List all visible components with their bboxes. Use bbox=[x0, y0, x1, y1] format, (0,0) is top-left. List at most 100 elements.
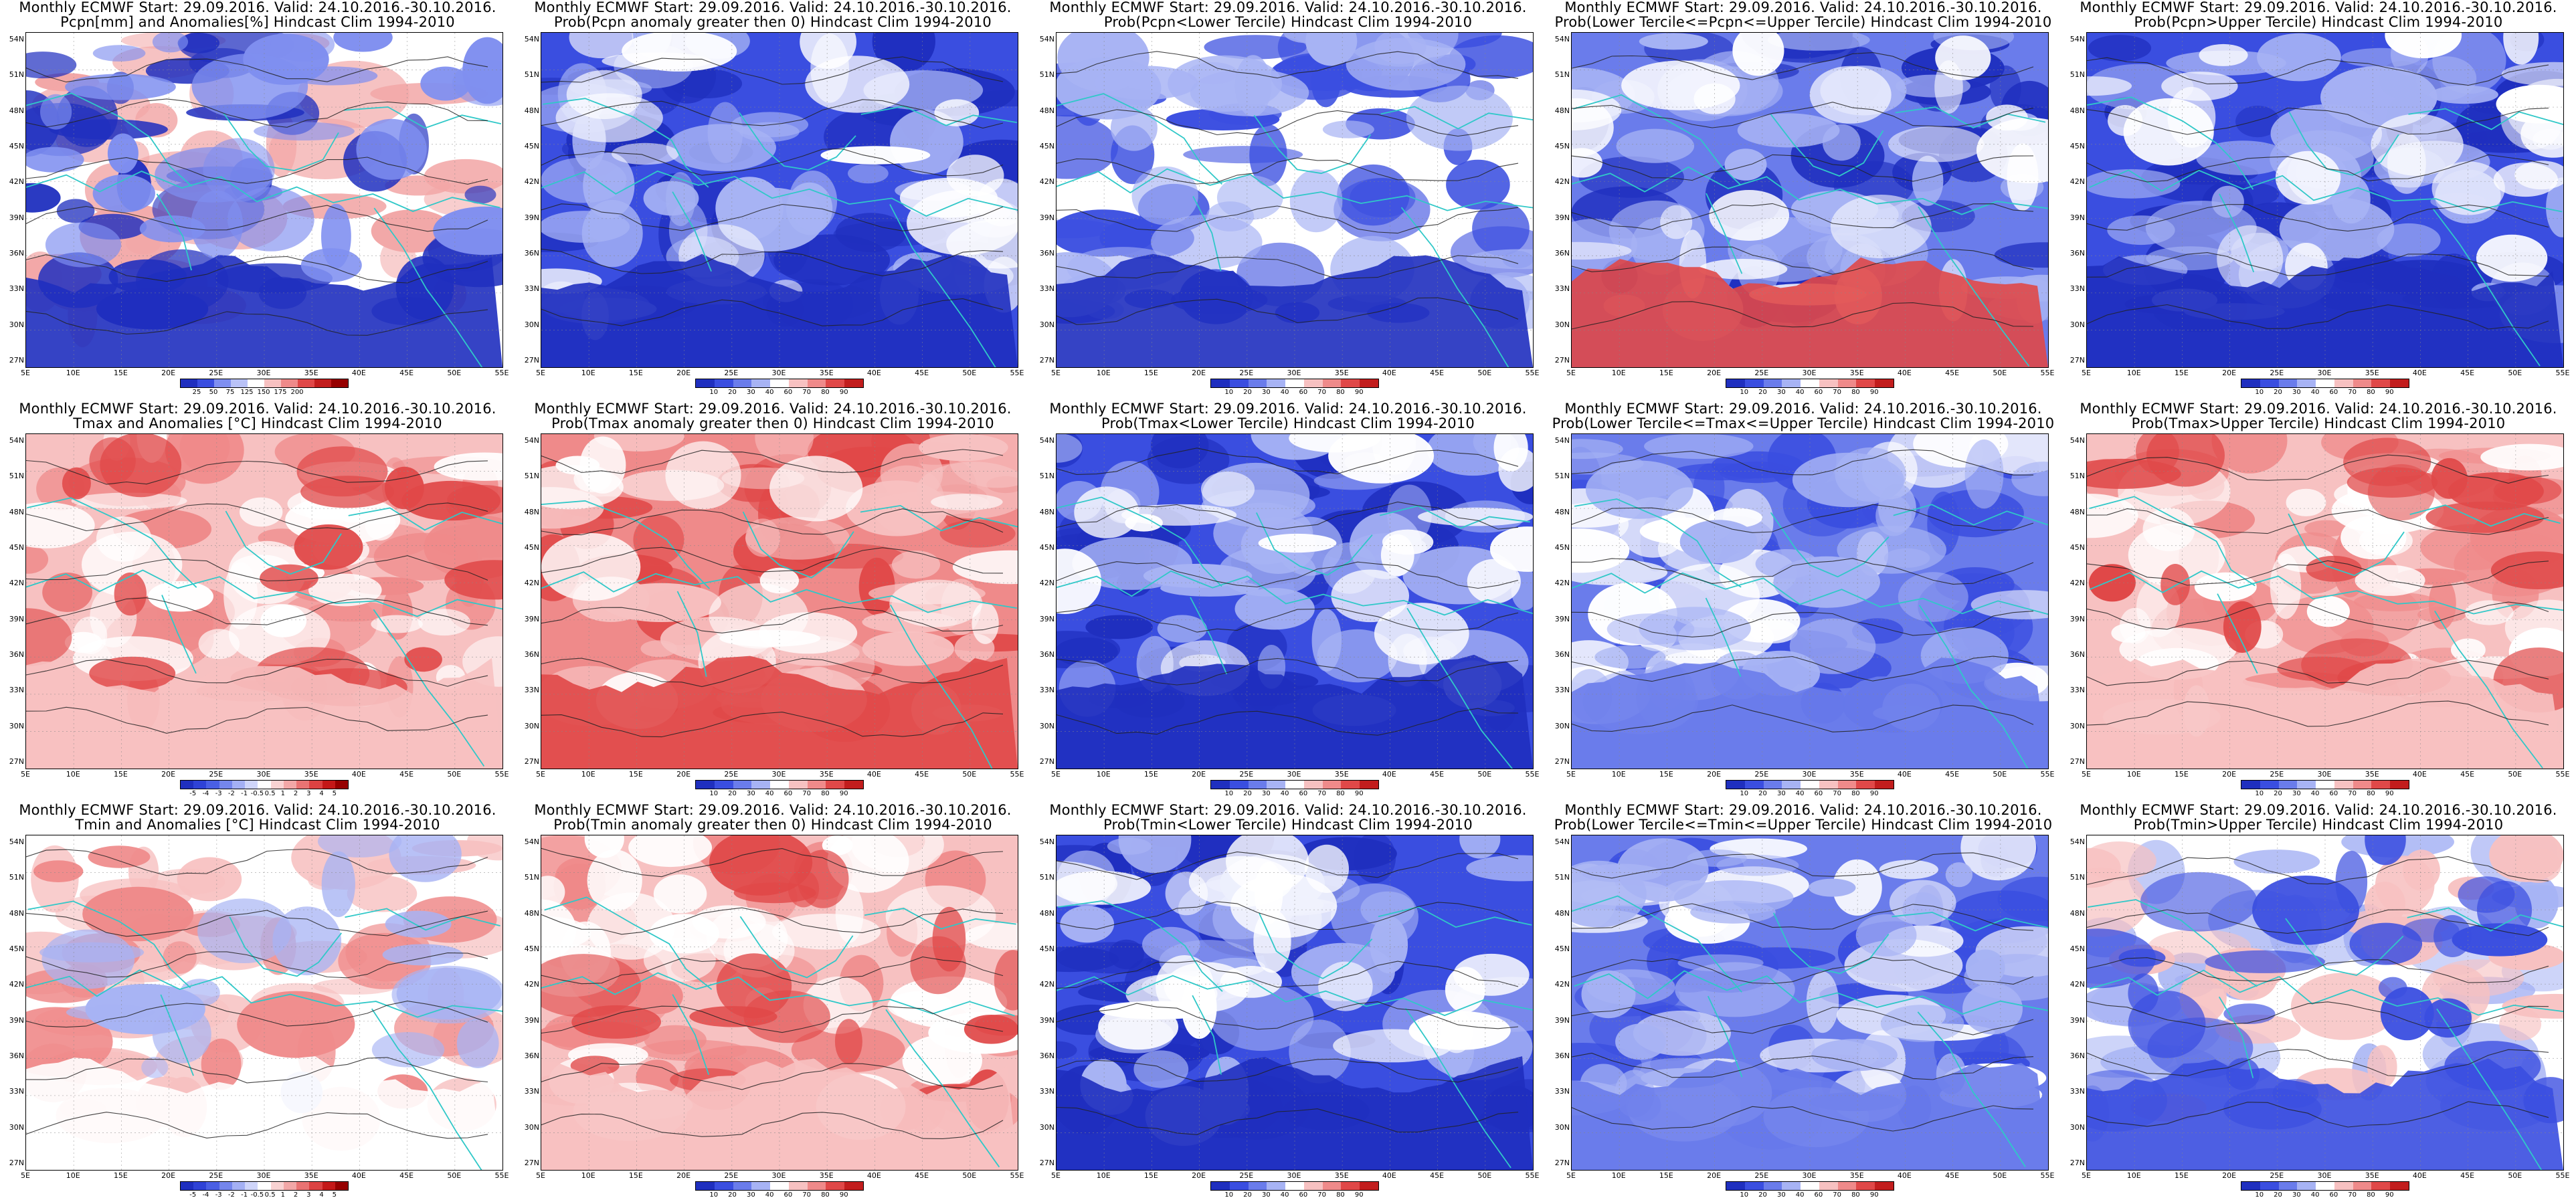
field-blob bbox=[939, 519, 1016, 548]
field-blob bbox=[1374, 33, 1427, 64]
field-blob bbox=[1578, 156, 1684, 198]
longitude-label: 5E bbox=[2082, 1171, 2091, 1180]
longitude-label: 55E bbox=[494, 369, 509, 377]
contour-line bbox=[541, 847, 1004, 878]
latitude-label: 51N bbox=[2069, 472, 2085, 481]
field-blob bbox=[541, 954, 641, 1017]
field-blob bbox=[26, 608, 72, 667]
contour-line bbox=[26, 910, 488, 937]
colorbar-swatch bbox=[1267, 1182, 1286, 1190]
coastline bbox=[1192, 995, 1222, 1075]
latitude-label: 36N bbox=[9, 650, 24, 659]
contour-line bbox=[1056, 109, 1519, 137]
contour-line bbox=[1056, 157, 1519, 185]
colorbar-tick-label: 40 bbox=[765, 1191, 774, 1199]
map-plot bbox=[1571, 835, 2049, 1171]
colorbar-tick-label: 90 bbox=[2385, 1191, 2394, 1199]
longitude-label: 55E bbox=[2040, 770, 2055, 779]
longitude-label: 20E bbox=[1707, 369, 1722, 377]
coastline bbox=[1192, 196, 1222, 272]
colorbar-swatch bbox=[1360, 781, 1379, 789]
colorbar-tick-label: 40 bbox=[1795, 1191, 1805, 1199]
colorbar-tick-label: 90 bbox=[839, 790, 848, 797]
colorbar-ticks: 10 20 30 40 60 70 80 90 bbox=[1726, 1192, 1893, 1200]
field-blob bbox=[2275, 150, 2341, 205]
field-blob bbox=[1594, 645, 1666, 669]
field-blob bbox=[910, 936, 966, 995]
colorbar-ticks: 10 20 30 40 60 70 80 90 bbox=[1210, 791, 1378, 799]
coastline bbox=[26, 569, 502, 617]
field-blob bbox=[42, 573, 92, 612]
colorbar-tick-label: 10 bbox=[709, 790, 719, 797]
latitude-label: 36N bbox=[1554, 650, 1570, 659]
contour-line bbox=[1056, 255, 1519, 280]
contour-line bbox=[26, 205, 488, 232]
latitude-label: 39N bbox=[1554, 1015, 1570, 1025]
colorbar bbox=[2241, 379, 2409, 388]
field-blob bbox=[1639, 33, 1708, 50]
field-blob bbox=[2217, 225, 2284, 292]
title-line-2: Prob(Lower Tercile<=Tmax<=Upper Tercile)… bbox=[1552, 415, 2055, 431]
latitude-label: 39N bbox=[9, 1015, 24, 1025]
colorbar-tick-label: 70 bbox=[1317, 1191, 1327, 1199]
field-blob bbox=[1216, 175, 1283, 220]
field-blob bbox=[1094, 66, 1198, 100]
field-blob bbox=[570, 1056, 620, 1076]
longitude-label: 20E bbox=[1192, 770, 1206, 779]
field-blob bbox=[1660, 205, 1693, 239]
field-blob bbox=[456, 1018, 499, 1068]
colorbar-tick-label: 5 bbox=[332, 1191, 337, 1199]
latitude-label: 45N bbox=[1039, 142, 1054, 150]
panel-title: Monthly ECMWF Start: 29.09.2016. Valid: … bbox=[0, 401, 515, 431]
colorbar-ticks: 10 20 30 40 60 70 80 90 bbox=[2241, 1192, 2408, 1200]
field-blob bbox=[396, 967, 502, 1020]
field-blob bbox=[1284, 33, 1336, 43]
coastline bbox=[373, 207, 483, 367]
colorbar-swatch bbox=[733, 781, 752, 789]
field-blob bbox=[1060, 906, 1115, 943]
field-blob bbox=[89, 656, 176, 690]
field-blob bbox=[1056, 209, 1156, 257]
longitude-label: 55E bbox=[2040, 1171, 2055, 1180]
latitude-label: 33N bbox=[2069, 686, 2085, 695]
field-blob bbox=[1098, 1004, 1179, 1050]
colorbar-tick-label: 80 bbox=[1336, 389, 1345, 396]
map-plot bbox=[2086, 32, 2564, 368]
coastline bbox=[1918, 206, 2030, 367]
coastline bbox=[2089, 969, 2563, 1016]
colorbar bbox=[2241, 780, 2409, 789]
longitude-label: 55E bbox=[1010, 1171, 1024, 1180]
colorbar-tick-label: 90 bbox=[1354, 790, 1364, 797]
coastline bbox=[1058, 900, 1223, 992]
longitude-label: 35E bbox=[1334, 369, 1349, 377]
coastline bbox=[1917, 1011, 2026, 1167]
coastline bbox=[225, 510, 342, 575]
latitude-label: 36N bbox=[524, 650, 539, 659]
coastline bbox=[860, 105, 1017, 126]
latitude-label: 27N bbox=[524, 1159, 539, 1167]
longitude-label: 35E bbox=[304, 1171, 318, 1180]
field-blob bbox=[1337, 164, 1410, 226]
longitude-label: 50E bbox=[1477, 369, 1492, 377]
coastline bbox=[1772, 912, 1890, 975]
latitude-label: 33N bbox=[524, 1087, 539, 1096]
latitude-label: 42N bbox=[1554, 177, 1570, 187]
colorbar-swatch bbox=[1726, 1182, 1745, 1190]
latitude-label: 54N bbox=[2069, 436, 2085, 445]
contour-line bbox=[1572, 1052, 2034, 1080]
field-blob bbox=[1572, 241, 1632, 260]
contour-line bbox=[541, 546, 1004, 574]
coastline bbox=[541, 170, 1018, 217]
longitude-label: 20E bbox=[1192, 1171, 1206, 1180]
latitude-label: 30N bbox=[524, 320, 539, 329]
map-plot bbox=[25, 32, 503, 368]
longitude-label: 45E bbox=[1430, 1171, 1445, 1180]
colorbar-tick-label: 40 bbox=[1280, 1191, 1289, 1199]
latitude-label: 30N bbox=[524, 1122, 539, 1132]
field-layer bbox=[2087, 835, 2563, 1170]
title-line-1: Monthly ECMWF Start: 29.09.2016. Valid: … bbox=[19, 401, 496, 417]
field-blob bbox=[2451, 638, 2486, 662]
colorbar-swatch bbox=[844, 379, 864, 387]
contour-line bbox=[1572, 558, 2034, 585]
colorbar-swatch bbox=[322, 1182, 335, 1190]
